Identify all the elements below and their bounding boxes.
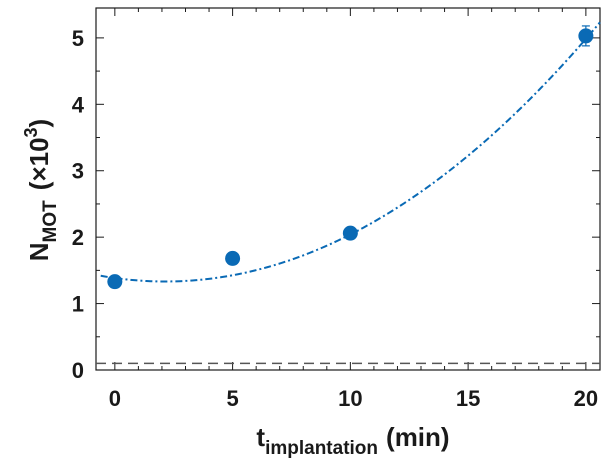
- x-tick-label: 20: [574, 386, 598, 411]
- y-tick-label: 5: [72, 26, 84, 51]
- y-tick-label: 0: [72, 358, 84, 383]
- y-tick-label: 2: [72, 225, 84, 250]
- y-tick-labels: 0 1 2 3 4 5: [72, 26, 85, 383]
- y-axis-label-unit-suffix: ): [24, 119, 54, 128]
- y-tick-label: 1: [72, 292, 84, 317]
- x-tick-label: 15: [456, 386, 480, 411]
- y-ticks: [96, 37, 600, 371]
- x-axis-label-sub: implantation: [265, 438, 378, 459]
- x-axis-label-main: t: [256, 422, 265, 452]
- x-tick-labels: 0 5 10 15 20: [109, 386, 598, 411]
- x-tick-label: 0: [109, 386, 121, 411]
- x-axis-label-unit: (min): [386, 422, 450, 452]
- data-point: [342, 225, 358, 241]
- x-tick-label: 5: [226, 386, 238, 411]
- x-ticks: [114, 8, 587, 370]
- data-point: [578, 28, 594, 44]
- y-tick-label: 3: [72, 159, 84, 184]
- y-axis-label: NMOT (×103): [21, 119, 61, 261]
- plot-frame: [95, 7, 601, 371]
- y-axis-label-unit-exp: 3: [21, 127, 41, 137]
- x-tick-label: 10: [338, 386, 362, 411]
- fit-curve: [100, 21, 601, 283]
- y-tick-label: 4: [72, 92, 85, 117]
- y-axis-label-sub: MOT: [40, 200, 61, 243]
- y-axis-label-unit-prefix: (×10: [24, 137, 54, 190]
- data-point: [107, 274, 123, 290]
- y-axis-label-main: N: [24, 242, 54, 261]
- x-axis-label: timplantation (min): [256, 422, 449, 459]
- data-point: [225, 250, 241, 266]
- data-points: [107, 25, 594, 290]
